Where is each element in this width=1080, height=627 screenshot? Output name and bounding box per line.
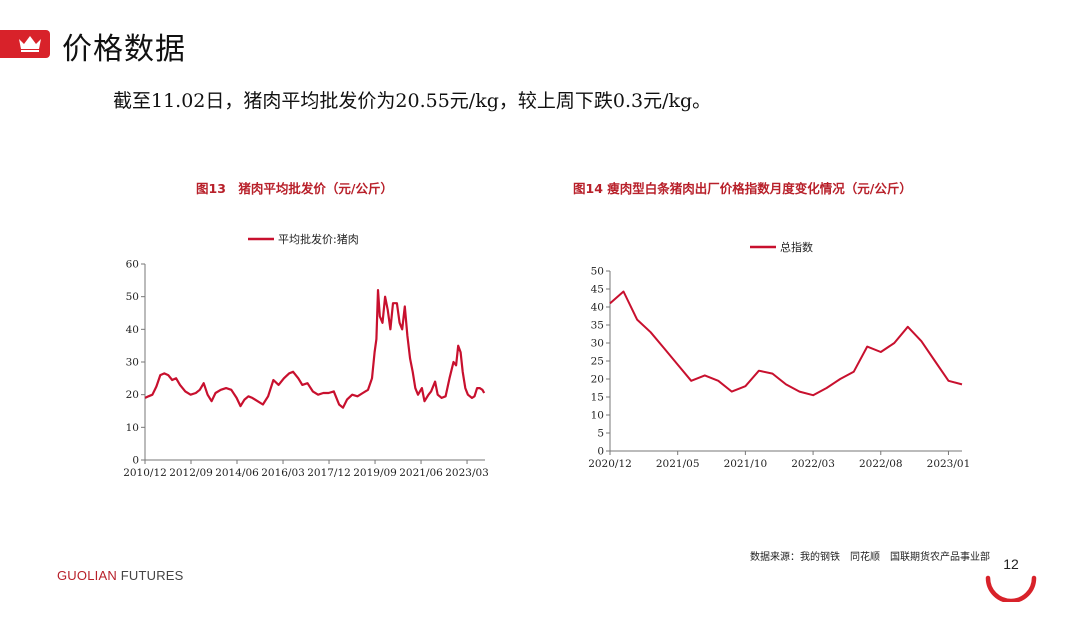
x-tick-label: 2021/05 xyxy=(656,458,700,470)
brand-name: GUOLIAN xyxy=(57,568,117,583)
page-number: 12 xyxy=(1003,556,1019,572)
chart1: 0 10 20 30 40 50 60 2010/12 2012/09 2014/06 2016/0… xyxy=(123,232,489,479)
x-tick-label: 2022/03 xyxy=(791,458,835,470)
page-title: 价格数据 xyxy=(62,32,186,67)
x-tick-label: 2022/08 xyxy=(859,458,903,470)
y-tick-label: 0 xyxy=(132,455,139,467)
title-badge xyxy=(0,30,50,58)
brand-logo: GUOLIAN FUTURES xyxy=(57,568,184,583)
x-tick-label: 2023/03 xyxy=(445,467,489,479)
y-tick-label: 10 xyxy=(126,422,139,434)
y-tick-label: 30 xyxy=(126,357,139,369)
y-tick-label: 0 xyxy=(597,446,604,458)
x-tick-label: 2021/06 xyxy=(399,467,443,479)
x-tick-label: 2012/09 xyxy=(169,467,213,479)
x-tick-label: 2023/01 xyxy=(927,458,971,470)
legend-label: 总指数 xyxy=(780,240,813,254)
series-line xyxy=(609,290,963,397)
y-tick-label: 10 xyxy=(591,410,604,422)
y-tick-label: 50 xyxy=(591,266,604,278)
y-tick-label: 40 xyxy=(126,324,139,336)
crown-icon xyxy=(19,36,41,52)
y-tick-label: 50 xyxy=(126,291,139,303)
series-line xyxy=(144,288,486,409)
y-tick-label: 20 xyxy=(126,389,139,401)
summary-text: 截至11.02日，猪肉平均批发价为20.55元/kg，较上周下跌0.3元/kg。 xyxy=(113,90,712,112)
chart2-title: 图14 瘦肉型白条猪肉出厂价格指数月度变化情况（元/公斤） xyxy=(573,181,912,196)
y-tick-label: 60 xyxy=(126,259,139,271)
legend-label: 平均批发价:猪肉 xyxy=(278,232,359,246)
y-tick-label: 35 xyxy=(591,320,604,332)
chart2: 0 5 10 15 20 25 30 35 40 45 50 2020/12 2021/05 2021/1… xyxy=(588,240,971,470)
y-tick-label: 25 xyxy=(591,356,604,368)
y-tick-label: 40 xyxy=(591,302,604,314)
arc-decoration-icon xyxy=(985,575,1037,602)
y-tick-label: 45 xyxy=(591,284,604,296)
y-tick-label: 15 xyxy=(591,392,604,404)
brand-suffix: FUTURES xyxy=(116,568,184,583)
y-tick-label: 20 xyxy=(591,374,604,386)
chart1-title: 图13 猪肉平均批发价（元/公斤） xyxy=(196,181,393,196)
x-tick-label: 2010/12 xyxy=(123,467,167,479)
x-tick-label: 2016/03 xyxy=(261,467,305,479)
x-tick-label: 2014/06 xyxy=(215,467,259,479)
x-tick-label: 2017/12 xyxy=(307,467,351,479)
data-source: 数据来源：我的钢铁 同花顺 国联期货农产品事业部 xyxy=(750,552,990,563)
x-tick-label: 2021/10 xyxy=(724,458,768,470)
page-number-badge: 12 xyxy=(982,544,1038,602)
y-tick-label: 5 xyxy=(597,428,604,440)
x-tick-label: 2019/09 xyxy=(353,467,397,479)
y-tick-label: 30 xyxy=(591,338,604,350)
x-tick-label: 2020/12 xyxy=(588,458,632,470)
